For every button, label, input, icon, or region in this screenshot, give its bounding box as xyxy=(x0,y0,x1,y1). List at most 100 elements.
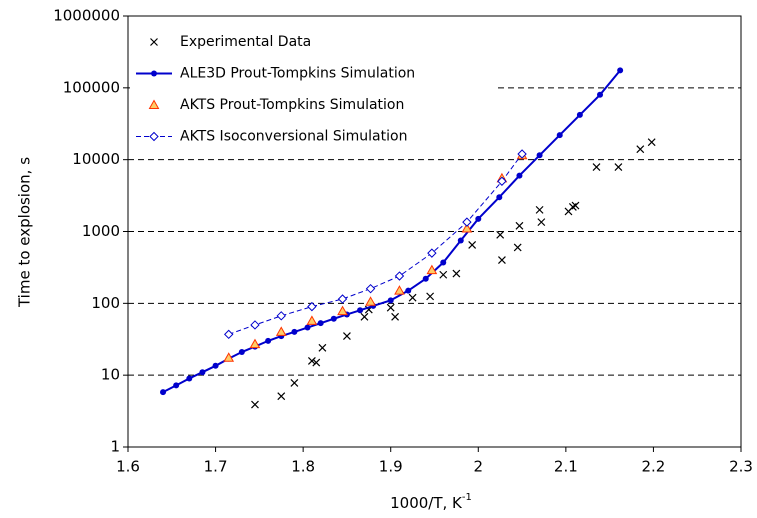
legend-label: Experimental Data xyxy=(180,34,311,50)
dot-marker xyxy=(422,275,429,282)
triangle-marker xyxy=(275,326,287,336)
x-marker xyxy=(498,256,506,265)
x-marker xyxy=(468,241,477,249)
x-marker xyxy=(277,392,286,401)
diamond-marker xyxy=(517,149,527,159)
x-axis-label-sup: -1 xyxy=(462,492,472,503)
x-marker xyxy=(290,378,299,387)
dot-marker xyxy=(238,349,245,356)
dot-marker xyxy=(265,337,272,344)
y-tick-label: 1000 xyxy=(82,222,120,240)
legend-label: AKTS Prout-Tompkins Simulation xyxy=(180,97,404,113)
dot-marker xyxy=(387,297,394,304)
dot-marker xyxy=(212,362,219,369)
x-marker xyxy=(571,201,580,210)
x-marker xyxy=(452,269,461,278)
x-marker xyxy=(614,163,623,171)
dot-marker xyxy=(516,172,523,179)
x-marker xyxy=(513,243,522,252)
x-marker xyxy=(535,205,544,214)
diamond-marker xyxy=(394,271,405,281)
triangle-marker xyxy=(394,285,405,295)
triangle-marker xyxy=(461,223,473,233)
dot-marker xyxy=(576,111,583,118)
x-marker xyxy=(386,303,395,312)
x-axis-label: 1000/T, K-1 xyxy=(390,492,472,512)
dot-marker xyxy=(173,382,180,389)
dot-marker xyxy=(199,369,206,376)
dot-marker xyxy=(357,307,364,314)
dot-marker xyxy=(151,70,157,77)
triangle-marker xyxy=(306,315,318,325)
dot-marker xyxy=(556,132,563,139)
dot-marker xyxy=(440,259,447,266)
x-marker xyxy=(408,293,417,302)
triangle-marker xyxy=(148,99,160,109)
triangle-marker xyxy=(426,264,438,275)
legend-label: AKTS Isoconversional Simulation xyxy=(180,129,407,145)
dot-marker xyxy=(597,91,604,98)
dot-marker xyxy=(330,315,337,322)
x-tick-label: 2.1 xyxy=(554,458,578,476)
dot-marker xyxy=(291,328,298,335)
x-marker xyxy=(150,38,158,46)
x-marker xyxy=(312,358,321,367)
dot-marker xyxy=(496,194,503,201)
diamond-marker xyxy=(250,320,260,330)
dot-marker xyxy=(405,287,412,294)
x-tick-label: 2.2 xyxy=(641,458,665,476)
diamond-marker xyxy=(149,131,159,142)
diamond-marker xyxy=(337,294,348,304)
x-marker xyxy=(592,163,601,171)
x-marker xyxy=(636,145,645,154)
x-marker xyxy=(515,221,524,230)
legend-box xyxy=(130,20,497,156)
y-tick-label: 100 xyxy=(91,294,120,312)
x-marker xyxy=(318,343,327,352)
legend-label: ALE3D Prout-Tompkins Simulation xyxy=(180,66,415,82)
x-marker xyxy=(360,312,369,321)
diamond-marker xyxy=(427,248,437,258)
x-marker xyxy=(426,292,435,301)
x-marker xyxy=(568,202,577,211)
dot-marker xyxy=(536,152,543,159)
x-marker xyxy=(439,270,448,279)
dot-marker xyxy=(457,237,464,244)
triangle-marker xyxy=(249,338,261,349)
triangle-marker xyxy=(223,352,235,362)
diamond-marker xyxy=(276,311,286,321)
y-tick-label: 10000 xyxy=(72,150,120,168)
x-marker xyxy=(307,356,316,365)
diamond-marker xyxy=(497,176,507,186)
diamond-marker xyxy=(307,301,317,312)
x-tick-label: 1.8 xyxy=(291,458,315,476)
x-tick-label: 1.9 xyxy=(379,458,403,476)
diamond-marker xyxy=(462,217,472,227)
x-marker xyxy=(391,312,400,321)
x-axis-label-main: 1000/T, K xyxy=(390,494,463,512)
dot-marker xyxy=(617,67,624,74)
x-marker xyxy=(647,138,656,147)
triangle-marker xyxy=(337,305,348,316)
y-tick-label: 1 xyxy=(110,438,120,456)
x-tick-label: 1.7 xyxy=(204,458,228,476)
y-tick-label: 100000 xyxy=(63,78,120,96)
x-tick-label: 2.3 xyxy=(729,458,753,476)
y-axis-label: Time to explosion, s xyxy=(16,157,34,308)
legend: Experimental Data ALE3D Prout-Tompkins Si… xyxy=(130,20,497,156)
x-marker xyxy=(251,400,259,409)
x-marker xyxy=(537,218,546,227)
dot-marker xyxy=(186,375,193,382)
x-tick-label: 1.6 xyxy=(116,458,140,476)
x-marker xyxy=(496,230,505,239)
plot-frame xyxy=(127,15,742,448)
y-tick-label: 1000000 xyxy=(53,7,120,25)
dot-marker xyxy=(475,215,482,222)
x-tick-label: 2 xyxy=(474,458,484,476)
triangle-marker xyxy=(365,296,376,306)
dot-marker xyxy=(304,324,311,331)
x-marker xyxy=(343,332,351,341)
dot-marker xyxy=(317,320,324,327)
y-tick-label: 10 xyxy=(101,366,120,384)
